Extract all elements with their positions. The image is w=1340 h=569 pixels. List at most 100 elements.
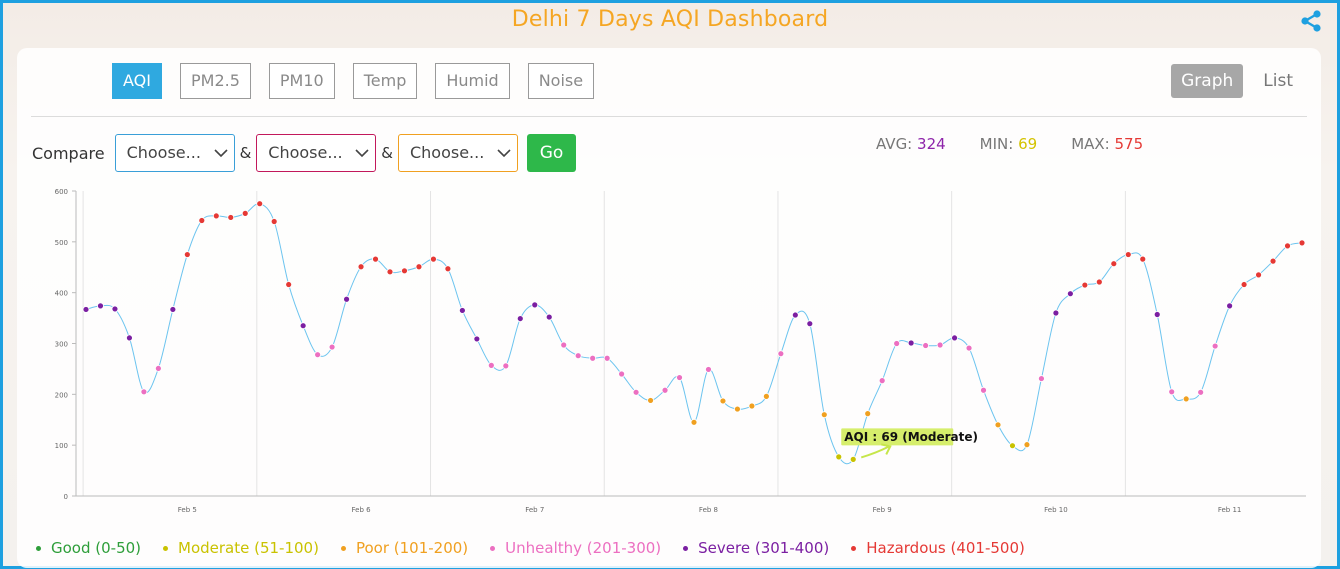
data-point — [502, 362, 510, 370]
legend-item: Good (0-50) — [36, 539, 141, 557]
data-point — [430, 255, 437, 263]
legend-dot — [340, 545, 346, 551]
data-point — [545, 313, 553, 321]
data-point — [907, 339, 915, 347]
data-point — [719, 397, 727, 405]
legend-label: Severe (301-400) — [698, 539, 830, 557]
page-title: Delhi 7 Days AQI Dashboard — [511, 7, 829, 32]
legend-item: Severe (301-400) — [683, 539, 829, 557]
data-point — [734, 405, 741, 413]
compare-label: Compare — [32, 143, 105, 163]
y-tick-label: 300 — [55, 341, 68, 349]
chevron-down-icon — [355, 149, 369, 158]
data-point — [1197, 388, 1205, 396]
header-divider — [31, 116, 1307, 117]
chevron-down-icon — [497, 149, 511, 158]
legend-dot — [163, 545, 169, 551]
go-button[interactable]: Go — [526, 134, 576, 172]
data-point — [849, 455, 857, 463]
data-point — [951, 334, 958, 342]
data-point — [1139, 255, 1147, 263]
legend-label: Good (0-50) — [51, 539, 142, 557]
data-point — [1038, 375, 1045, 382]
y-tick-label: 0 — [64, 493, 68, 501]
share-icon[interactable] — [1299, 9, 1323, 33]
data-point — [936, 341, 944, 349]
stats-summary: AVG: 324 MIN: 69 MAX: 575 — [876, 135, 1177, 153]
legend-item: Moderate (51-100) — [163, 539, 319, 557]
max-value: 575 — [1114, 135, 1144, 153]
data-point — [1124, 251, 1132, 258]
data-point — [1095, 278, 1103, 286]
data-point — [965, 344, 973, 352]
data-point — [878, 377, 886, 385]
graph-view-button[interactable]: Graph — [1171, 64, 1244, 98]
tab-pm10[interactable]: PM10 — [268, 63, 335, 99]
data-point — [748, 402, 756, 410]
legend-dot — [36, 545, 41, 551]
tooltip-box — [841, 428, 954, 446]
data-point — [126, 334, 133, 342]
chevron-down-icon — [214, 149, 228, 158]
data-point — [314, 351, 322, 359]
avg-value: 324 — [917, 135, 946, 153]
legend-label: Unhealthy (201-300) — [505, 539, 662, 557]
data-point — [154, 365, 162, 372]
aqi-line-chart[interactable]: 0 100 200 300 400 500 600 Feb 5 Feb 6 Feb 7 Feb 8 F… — [31, 183, 1321, 528]
compare-select-2[interactable]: Choose... — [256, 134, 377, 172]
data-point — [994, 421, 1002, 429]
compare-select-1[interactable]: Choose... — [114, 134, 235, 172]
data-point — [647, 397, 654, 404]
tab-temp[interactable]: Temp — [352, 63, 418, 99]
tab-humid[interactable]: Humid — [435, 63, 510, 99]
tooltip-arrow — [860, 445, 890, 459]
data-point — [1052, 309, 1060, 317]
ampersand: & — [381, 144, 393, 162]
compare-select-2-value: Choose... — [268, 143, 343, 162]
x-tick-label: Feb 6 — [352, 506, 372, 514]
legend-label: Moderate (51-100) — [178, 539, 319, 557]
data-point — [386, 268, 394, 276]
legend-dot — [490, 545, 496, 551]
data-point — [1081, 281, 1089, 289]
data-point — [169, 306, 177, 313]
tab-noise[interactable]: Noise — [527, 63, 595, 99]
data-point — [1211, 342, 1219, 350]
data-point — [183, 251, 191, 258]
data-point — [140, 388, 148, 396]
data-point — [256, 200, 264, 208]
y-tick-label: 100 — [55, 442, 68, 450]
data-point — [357, 263, 365, 271]
avg-label: AVG: — [876, 135, 913, 153]
data-point — [516, 315, 524, 322]
data-point — [1066, 290, 1074, 298]
data-point — [806, 320, 814, 328]
x-tick-label: Feb 10 — [1044, 506, 1068, 514]
x-tick-label: Feb 9 — [873, 506, 892, 514]
data-point — [97, 302, 104, 310]
data-point — [820, 411, 828, 419]
data-point — [270, 218, 278, 225]
main-card: AQI PM2.5 PM10 Temp Humid Noise Graph Li… — [17, 48, 1321, 568]
metric-tabs: AQI PM2.5 PM10 Temp Humid Noise — [112, 63, 612, 99]
data-point — [632, 388, 640, 396]
data-point — [705, 366, 712, 373]
aqi-legend: Good (0-50) Moderate (51-100) Poor (101-20… — [36, 539, 1047, 557]
tooltip-text: AQI : 69 (Moderate) — [844, 430, 978, 444]
tab-pm25[interactable]: PM2.5 — [179, 63, 251, 99]
data-point — [589, 354, 597, 362]
avg-stat: AVG: 324 — [876, 135, 946, 153]
tab-aqi[interactable]: AQI — [112, 63, 162, 99]
data-point — [328, 343, 336, 351]
data-point — [1226, 302, 1234, 310]
data-point — [1284, 242, 1291, 250]
x-tick-label: Feb 5 — [178, 506, 197, 514]
data-point — [690, 418, 698, 426]
compare-select-3[interactable]: Choose... — [397, 134, 518, 172]
max-label: MAX: — [1071, 135, 1110, 153]
view-toggle: Graph List — [1171, 64, 1303, 98]
data-point — [531, 301, 539, 309]
list-view-button[interactable]: List — [1263, 71, 1293, 91]
data-point — [1240, 281, 1248, 288]
